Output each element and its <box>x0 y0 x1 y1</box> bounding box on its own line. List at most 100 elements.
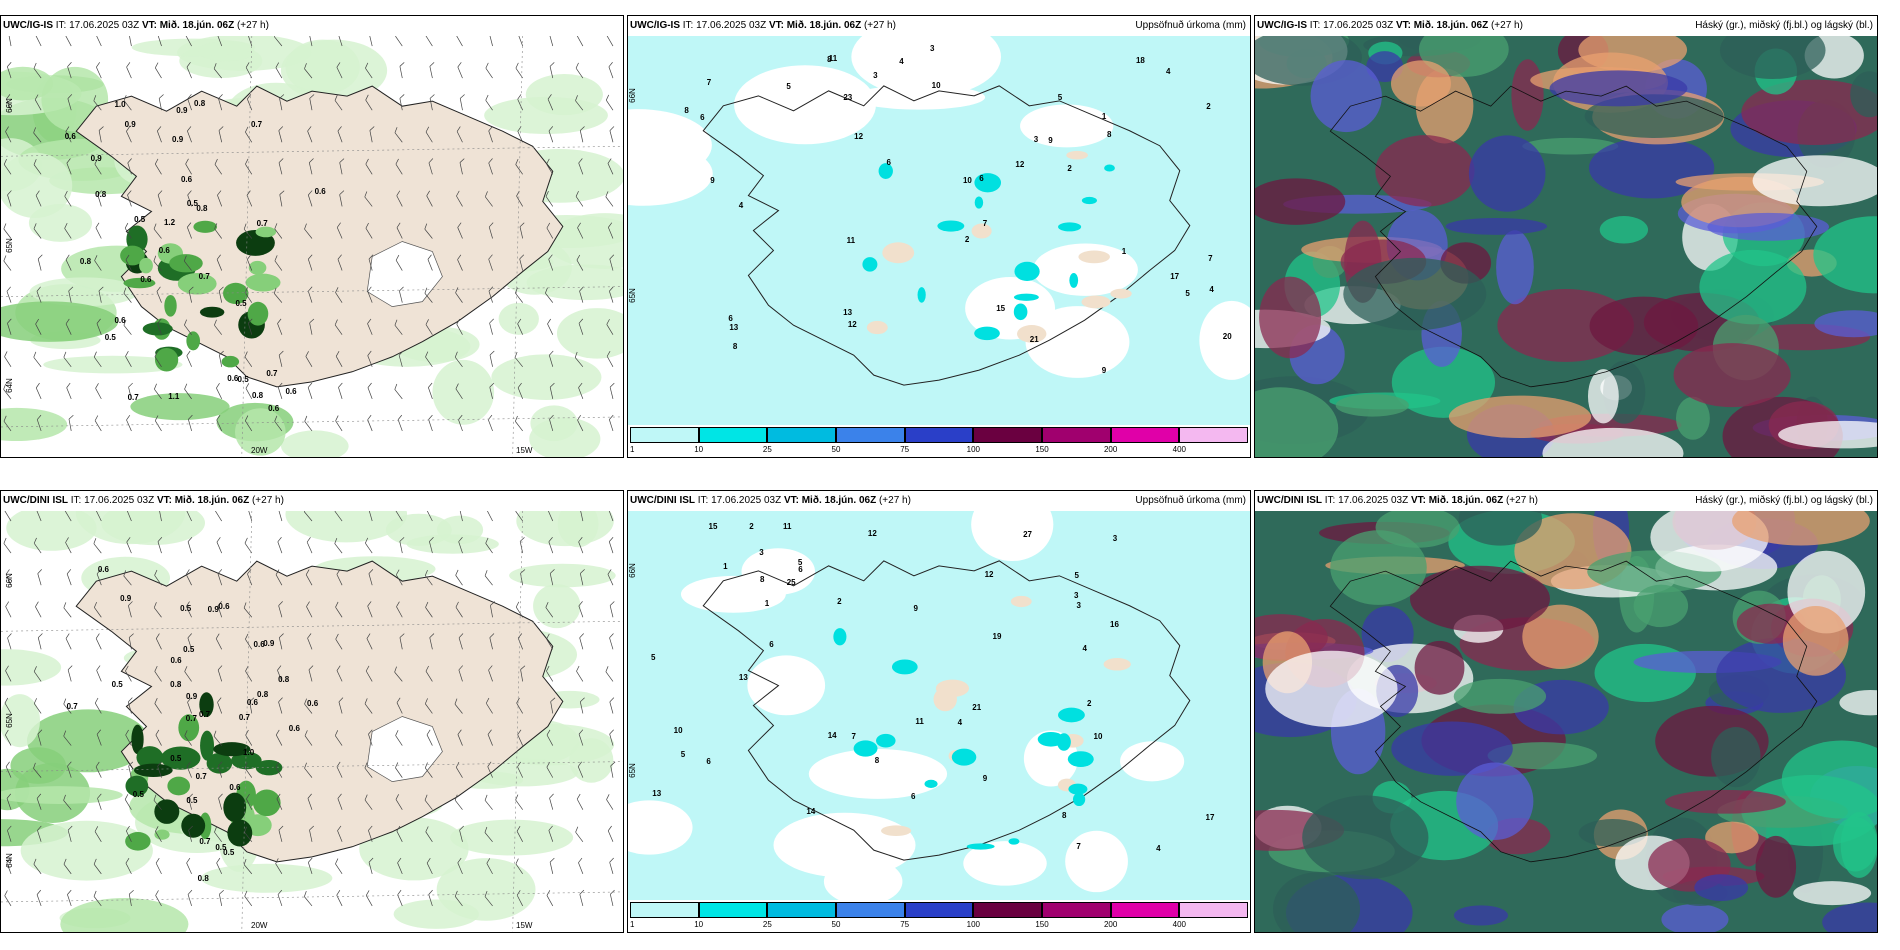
precip-value-label: 7 <box>982 219 988 229</box>
cloud-area <box>1255 178 1346 225</box>
precip-map <box>628 36 1250 425</box>
wind-barb <box>186 62 192 79</box>
cloud-map <box>1255 511 1877 932</box>
precip-area <box>1 786 123 804</box>
wind-barb <box>217 697 223 714</box>
precip-value-label: 4 <box>1166 67 1171 77</box>
precip-area <box>181 813 206 838</box>
precip-value-label: 0.8 <box>196 204 208 214</box>
wind-barb <box>489 633 495 650</box>
wind-barb <box>546 729 554 746</box>
wind-barb <box>5 729 12 746</box>
wind-barb <box>214 511 223 522</box>
wind-barb <box>488 126 493 143</box>
wind-barb <box>217 569 223 586</box>
wind-barb <box>244 890 253 907</box>
wind-barb <box>607 158 614 175</box>
wind-barb <box>397 857 403 874</box>
wind-barb <box>187 94 192 111</box>
wind-barb <box>578 318 584 335</box>
wind-barb <box>517 318 523 335</box>
model-name: UWC/DINI ISL <box>3 495 68 506</box>
precip-value-label: 6 <box>911 792 916 802</box>
wind-barb <box>428 382 433 399</box>
wind-barb <box>7 633 12 650</box>
wind-barb <box>95 383 102 400</box>
precip-value-label: 0.5 <box>215 843 227 853</box>
wind-barb <box>394 127 403 143</box>
precip-value-label: 4 <box>1156 843 1161 853</box>
wind-barb <box>575 95 584 111</box>
wind-barb <box>607 569 614 586</box>
precip-value-label: 5 <box>1185 288 1190 298</box>
wind-barb <box>428 158 434 175</box>
wind-barb <box>244 762 253 778</box>
precip-value-label: 3 <box>1112 534 1118 544</box>
panel-title: Háský (gr.), miðský (fj.bl.) og lágský (… <box>1695 495 1873 506</box>
panel-header: UWC/IG-IS IT: 17.06.2025 03Z VT: Mið. 18… <box>1 16 623 36</box>
wind-barb <box>3 383 12 400</box>
precip-area <box>29 277 139 307</box>
wind-barb <box>488 222 494 239</box>
graticule-line <box>512 36 523 457</box>
wind-barb <box>369 36 373 47</box>
wind-barb <box>33 698 42 714</box>
wind-barb <box>4 697 12 714</box>
wind-barb <box>336 665 343 682</box>
wind-barb <box>126 825 132 842</box>
wind-barb <box>304 730 313 746</box>
wind-barb <box>33 762 42 778</box>
wind-barb <box>36 414 42 432</box>
wind-barb <box>4 511 12 522</box>
wind-barb <box>33 159 42 175</box>
wind-barb <box>548 254 554 271</box>
cloud-area <box>1255 387 1339 457</box>
precip-value-label: 9 <box>1101 365 1107 375</box>
wind-barb <box>578 158 584 175</box>
cloud-area <box>1661 903 1729 932</box>
wind-barb <box>309 36 313 47</box>
precip-area <box>130 393 230 421</box>
precip-patch <box>974 326 1000 341</box>
model-name: UWC/DINI ISL <box>1257 495 1322 506</box>
wind-barb <box>64 511 72 522</box>
dry-area <box>865 36 919 76</box>
precip-value-label: 27 <box>1023 529 1032 539</box>
lead-time: (+27 h) <box>1488 20 1523 31</box>
precip-area <box>164 294 177 317</box>
wind-barb <box>184 730 192 746</box>
wind-barb <box>576 665 584 682</box>
wind-barb <box>128 761 134 778</box>
wind-barb <box>216 537 223 554</box>
wind-barb <box>96 665 102 682</box>
wind-barb <box>606 319 614 335</box>
model-name: UWC/IG-IS <box>3 20 53 31</box>
wind-barb <box>34 94 42 111</box>
wind-barb <box>155 826 162 842</box>
wind-barb <box>153 255 162 271</box>
cloud-area <box>1522 137 1619 155</box>
wind-barb <box>368 569 374 586</box>
panel-dini-wind: 0.6 0.5 0.7 0.5 0.6 0.7 0.9 0.5 0.8 0.6 0.9 0.7 0.5 0… <box>0 490 624 933</box>
dry-area <box>628 800 693 855</box>
wind-barb <box>36 286 42 303</box>
cloud-area <box>1850 71 1877 118</box>
precip-area <box>255 759 283 776</box>
precip-value-label: 0.7 <box>266 368 278 378</box>
wind-barb <box>367 318 373 335</box>
wind-barb <box>276 793 283 810</box>
graticule-line <box>1 761 623 772</box>
wind-barb <box>334 538 343 554</box>
wind-barb <box>279 94 285 111</box>
wind-barb <box>395 511 403 522</box>
wind-barb <box>608 511 614 522</box>
wind-barb <box>517 761 523 778</box>
precip-area <box>436 515 484 545</box>
cloud-area <box>1822 902 1877 932</box>
wind-barb <box>574 351 584 368</box>
latitude-label: 65N <box>4 238 14 253</box>
wind-barb <box>425 601 433 618</box>
wind-barb <box>336 569 343 586</box>
wind-barb <box>459 158 465 175</box>
colorbar-tick: 400 <box>1172 920 1187 929</box>
